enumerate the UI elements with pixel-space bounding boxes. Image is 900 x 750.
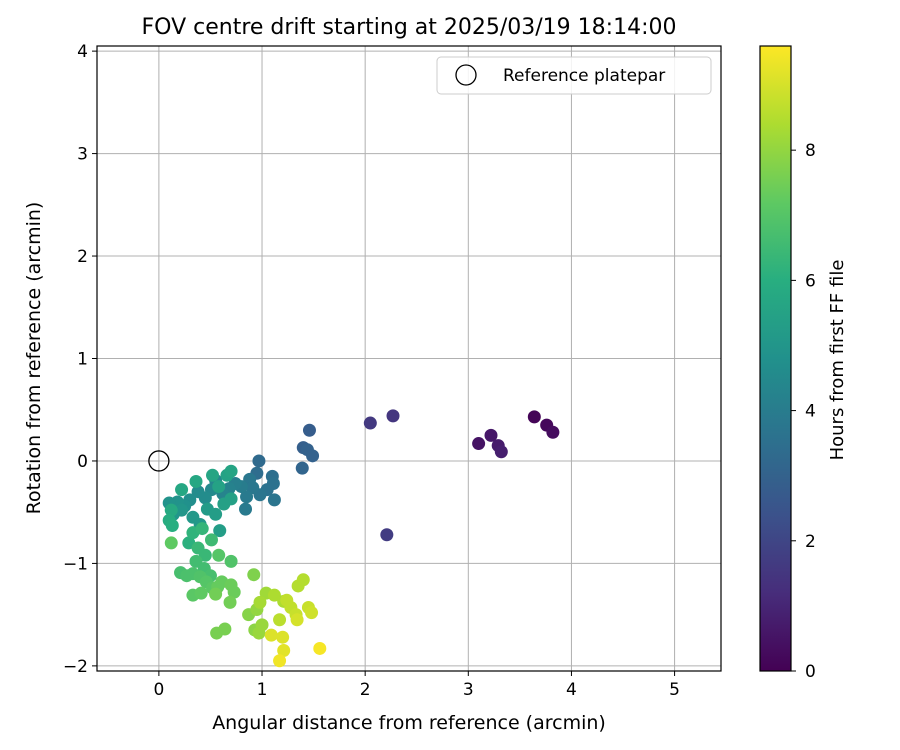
y-tick-label: 3 xyxy=(77,145,88,165)
scatter-point xyxy=(206,468,220,482)
scatter-point xyxy=(380,528,394,542)
colorbar-tick-label: 8 xyxy=(805,141,816,161)
scatter-point xyxy=(484,428,498,442)
x-axis-label: Angular distance from reference (arcmin) xyxy=(212,712,606,734)
scatter-point xyxy=(264,628,278,642)
scatter-point xyxy=(213,524,227,538)
x-tick-label: 5 xyxy=(669,680,680,700)
x-tick-label: 3 xyxy=(463,680,474,700)
reference-platepar-marker xyxy=(148,450,170,472)
scatter-point xyxy=(386,409,400,423)
scatter-point xyxy=(273,613,287,627)
scatter-point xyxy=(189,474,203,488)
scatter-point xyxy=(223,595,237,609)
scatter-point xyxy=(273,654,287,668)
scatter-point xyxy=(240,490,254,504)
scatter-point xyxy=(198,548,212,562)
colorbar-tick-label: 4 xyxy=(805,402,816,422)
legend-box xyxy=(436,56,712,95)
y-tick-label: 4 xyxy=(77,42,88,62)
scatter-point xyxy=(218,622,232,636)
scatter-point xyxy=(209,587,223,601)
x-axis-ticks: 0 1 2 3 4 5 xyxy=(153,671,680,700)
legend: Reference platepar xyxy=(436,56,712,95)
x-tick-label: 0 xyxy=(153,680,164,700)
colorbar-tick-label: 6 xyxy=(805,271,816,291)
scatter-point xyxy=(290,613,304,627)
scatter-point xyxy=(212,548,226,562)
y-axis-label: Rotation from reference (arcmin) xyxy=(23,202,45,515)
scatter-point xyxy=(164,536,178,550)
colorbar-tick-label: 0 xyxy=(805,662,816,682)
legend-label: Reference platepar xyxy=(503,66,665,86)
scatter-point xyxy=(546,425,560,439)
scatter-point xyxy=(295,461,309,475)
data-points xyxy=(162,409,560,668)
colorbar-ticks: 0 2 4 6 8 xyxy=(791,141,816,682)
scatter-point xyxy=(204,533,218,547)
scatter-point xyxy=(267,588,281,602)
scatter-point xyxy=(363,416,377,430)
y-tick-label: 0 xyxy=(77,452,88,472)
scatter-point xyxy=(527,410,541,424)
scatter-point xyxy=(175,503,189,517)
scatter-point xyxy=(246,481,260,495)
scatter-point xyxy=(313,641,327,655)
scatter-point xyxy=(175,483,189,497)
colorbar-gradient xyxy=(759,45,792,672)
scatter-point xyxy=(252,454,266,468)
scatter-point xyxy=(224,554,238,568)
scatter-point xyxy=(253,595,267,609)
grid-lines xyxy=(97,46,721,671)
y-tick-label: −1 xyxy=(63,554,88,574)
scatter-point xyxy=(276,630,290,644)
scatter-point xyxy=(267,493,281,507)
y-tick-label: −2 xyxy=(63,657,88,677)
chart-title: FOV centre drift starting at 2025/03/19 … xyxy=(142,15,677,40)
scatter-point xyxy=(239,502,253,516)
scatter-point xyxy=(212,480,226,494)
scatter-point xyxy=(305,606,319,620)
scatter-point xyxy=(227,585,241,599)
scatter-point xyxy=(195,522,209,536)
x-tick-label: 2 xyxy=(360,680,371,700)
legend-reference-marker xyxy=(455,64,477,86)
x-tick-label: 1 xyxy=(257,680,268,700)
scatter-point xyxy=(165,519,179,533)
x-tick-label: 4 xyxy=(566,680,577,700)
scatter-point xyxy=(472,437,486,451)
colorbar-tick-label: 2 xyxy=(805,532,816,552)
scatter-point xyxy=(224,492,238,506)
scatter-point xyxy=(209,507,223,521)
scatter-point xyxy=(224,464,238,478)
y-axis-ticks: −2 −1 0 1 2 3 4 xyxy=(63,42,97,677)
scatter-point xyxy=(296,573,310,587)
scatter-point xyxy=(164,503,178,517)
scatter-point xyxy=(255,618,269,632)
scatter-point xyxy=(277,644,291,658)
colorbar: 0 2 4 6 8 Hours from first FF file xyxy=(759,45,848,682)
y-tick-label: 1 xyxy=(77,350,88,370)
scatter-point xyxy=(306,449,320,463)
scatter-point xyxy=(194,586,208,600)
scatter-point xyxy=(302,423,316,437)
colorbar-label: Hours from first FF file xyxy=(827,260,848,461)
scatter-point xyxy=(494,445,508,459)
y-tick-label: 2 xyxy=(77,247,88,267)
scatter-point xyxy=(191,485,205,499)
scatter-point xyxy=(247,568,261,582)
